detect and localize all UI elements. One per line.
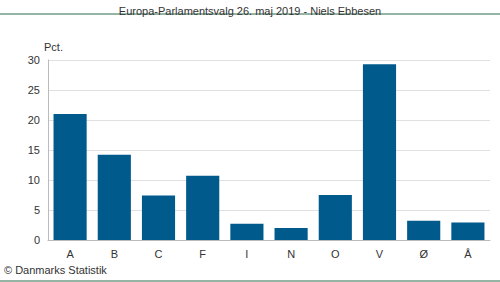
svg-text:B: B (111, 248, 118, 260)
svg-text:F: F (199, 248, 206, 260)
svg-text:N: N (287, 248, 295, 260)
svg-text:I: I (245, 248, 248, 260)
svg-text:0: 0 (34, 234, 40, 246)
svg-text:Europa-Parlamentsvalg 26. maj: Europa-Parlamentsvalg 26. maj 2019 - Nie… (119, 5, 381, 17)
svg-text:V: V (376, 248, 384, 260)
svg-text:C: C (155, 248, 163, 260)
svg-text:Pct.: Pct. (44, 41, 63, 53)
svg-text:15: 15 (28, 144, 40, 156)
svg-text:O: O (331, 248, 340, 260)
svg-text:30: 30 (28, 54, 40, 66)
svg-text:Ø: Ø (419, 248, 428, 260)
svg-text:20: 20 (28, 114, 40, 126)
svg-text:25: 25 (28, 84, 40, 96)
svg-text:Å: Å (464, 248, 472, 260)
svg-text:© Danmarks Statistik: © Danmarks Statistik (4, 264, 107, 276)
svg-text:5: 5 (34, 204, 40, 216)
svg-text:A: A (66, 248, 74, 260)
svg-text:10: 10 (28, 174, 40, 186)
